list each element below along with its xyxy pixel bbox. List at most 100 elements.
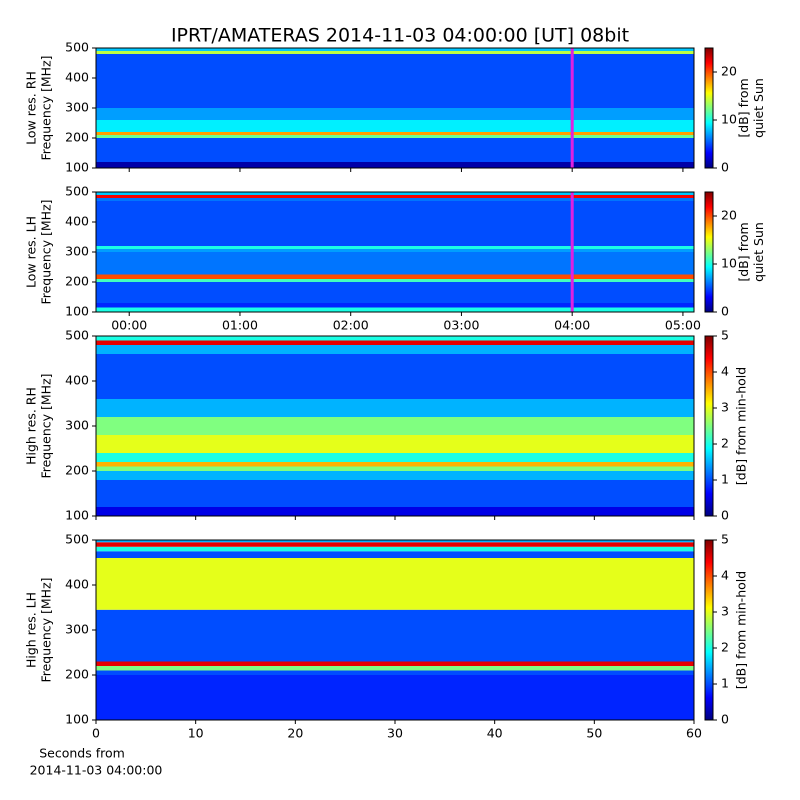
spectrum-band xyxy=(96,249,694,252)
spectrum-band xyxy=(96,558,694,610)
spectrum-band xyxy=(96,666,694,671)
spectrum-band xyxy=(96,279,694,282)
y-tick-label: 300 xyxy=(65,100,89,115)
y-axis-label: High res. RH xyxy=(24,387,39,465)
x-tick-label: 02:00 xyxy=(333,318,369,333)
colorbar-tick-label: 0 xyxy=(721,160,729,175)
spectrum-band xyxy=(96,246,694,249)
colorbar-tick-label: 2 xyxy=(721,436,729,451)
spectrum-band xyxy=(96,132,694,135)
spectrum-band xyxy=(96,609,694,621)
spectrum-band xyxy=(96,453,694,462)
spectrum-band xyxy=(96,340,694,345)
figure-title: IPRT/AMATERAS 2014-11-03 04:00:00 [UT] 0… xyxy=(171,25,629,47)
y-tick-label: 300 xyxy=(65,418,89,433)
spectrum-band xyxy=(96,435,694,453)
y-tick-label: 100 xyxy=(65,712,89,727)
x-tick-label: 0 xyxy=(92,726,100,741)
x-tick-label: 60 xyxy=(686,726,702,741)
spectrum-band xyxy=(96,54,694,108)
spectrum-band xyxy=(96,192,694,195)
spectrum-band xyxy=(96,135,694,138)
y-tick-label: 100 xyxy=(65,508,89,523)
colorbar-tick-label: 10 xyxy=(721,112,737,127)
spectrum-band xyxy=(96,195,694,198)
colorbar-tick-label: 2 xyxy=(721,640,729,655)
y-axis-label: Low res. LH xyxy=(24,216,39,288)
spectrum-band xyxy=(96,675,694,720)
x-tick-label: 40 xyxy=(487,726,503,741)
spectrum-band xyxy=(96,551,694,558)
x-tick-label: 05:00 xyxy=(665,318,701,333)
colorbar-tick-label: 0 xyxy=(721,712,729,727)
spectrum-band xyxy=(96,540,694,543)
colorbar-tick-label: 4 xyxy=(721,568,729,583)
spectrum-band xyxy=(96,670,694,675)
y-tick-label: 500 xyxy=(65,532,89,547)
y-tick-label: 200 xyxy=(65,667,89,682)
y-tick-label: 300 xyxy=(65,244,89,259)
spectrum-band xyxy=(96,354,694,399)
spectrum-band xyxy=(96,48,694,51)
y-axis-label: Frequency [MHz] xyxy=(39,55,54,160)
spectrum-band xyxy=(96,51,694,54)
spectrum-band xyxy=(96,282,694,303)
colorbar-tick-label: 0 xyxy=(721,508,729,523)
y-tick-label: 200 xyxy=(65,130,89,145)
spectrum-band xyxy=(96,466,694,471)
spectrum-band xyxy=(96,507,694,516)
colorbar-tick-label: 10 xyxy=(721,256,737,271)
colorbar-tick-label: 5 xyxy=(721,532,729,547)
y-tick-label: 500 xyxy=(65,328,89,343)
x-tick-label: 20 xyxy=(287,726,303,741)
x-tick-label: 00:00 xyxy=(111,318,147,333)
y-tick-label: 100 xyxy=(65,160,89,175)
colorbar-label: [dB] from min-hold xyxy=(734,367,749,485)
spectrum-band xyxy=(96,198,694,201)
colorbar xyxy=(704,47,714,169)
colorbar-tick-label: 3 xyxy=(721,604,729,619)
x-axis-label: Seconds from xyxy=(39,746,125,761)
y-tick-label: 400 xyxy=(65,373,89,388)
y-tick-label: 200 xyxy=(65,463,89,478)
spectrum-band xyxy=(96,462,694,467)
colorbar-tick-label: 0 xyxy=(721,304,729,319)
colorbar xyxy=(704,191,714,313)
colorbar-tick-label: 20 xyxy=(721,64,737,79)
spectrum-band xyxy=(96,399,694,417)
spectrum-band xyxy=(96,480,694,507)
x-tick-label: 30 xyxy=(387,726,403,741)
spectrum-band xyxy=(96,336,694,341)
y-axis-label: High res. LH xyxy=(24,592,39,668)
y-tick-label: 200 xyxy=(65,274,89,289)
x-tick-label: 10 xyxy=(188,726,204,741)
colorbar-label: [dB] from xyxy=(736,222,751,281)
spectrum-band xyxy=(96,108,694,120)
spectrum-band xyxy=(96,417,694,435)
spectrum-band xyxy=(96,661,694,666)
colorbar xyxy=(704,335,714,517)
spectrum-band xyxy=(96,621,694,662)
colorbar-label: quiet Sun xyxy=(751,222,766,282)
colorbar-tick-label: 4 xyxy=(721,364,729,379)
x-tick-label: 01:00 xyxy=(222,318,258,333)
x-tick-label: 04:00 xyxy=(554,318,590,333)
colorbar-tick-label: 1 xyxy=(721,676,729,691)
spectrum-band xyxy=(96,274,694,279)
colorbar-label: [dB] from xyxy=(736,78,751,137)
x-tick-label: 03:00 xyxy=(443,318,479,333)
colorbar xyxy=(704,539,714,721)
spectrum-band xyxy=(96,546,694,552)
y-tick-label: 400 xyxy=(65,577,89,592)
spectrum-band xyxy=(96,201,694,246)
y-axis-label: Frequency [MHz] xyxy=(39,577,54,682)
spectrum-band xyxy=(96,162,694,168)
colorbar-tick-label: 5 xyxy=(721,328,729,343)
colorbar-label: [dB] from min-hold xyxy=(734,571,749,689)
spectrum-band xyxy=(96,303,694,308)
y-tick-label: 400 xyxy=(65,214,89,229)
spectrum-band xyxy=(96,120,694,132)
spectrum-band xyxy=(96,138,694,162)
colorbar-tick-label: 3 xyxy=(721,400,729,415)
spectrum-band xyxy=(96,471,694,480)
